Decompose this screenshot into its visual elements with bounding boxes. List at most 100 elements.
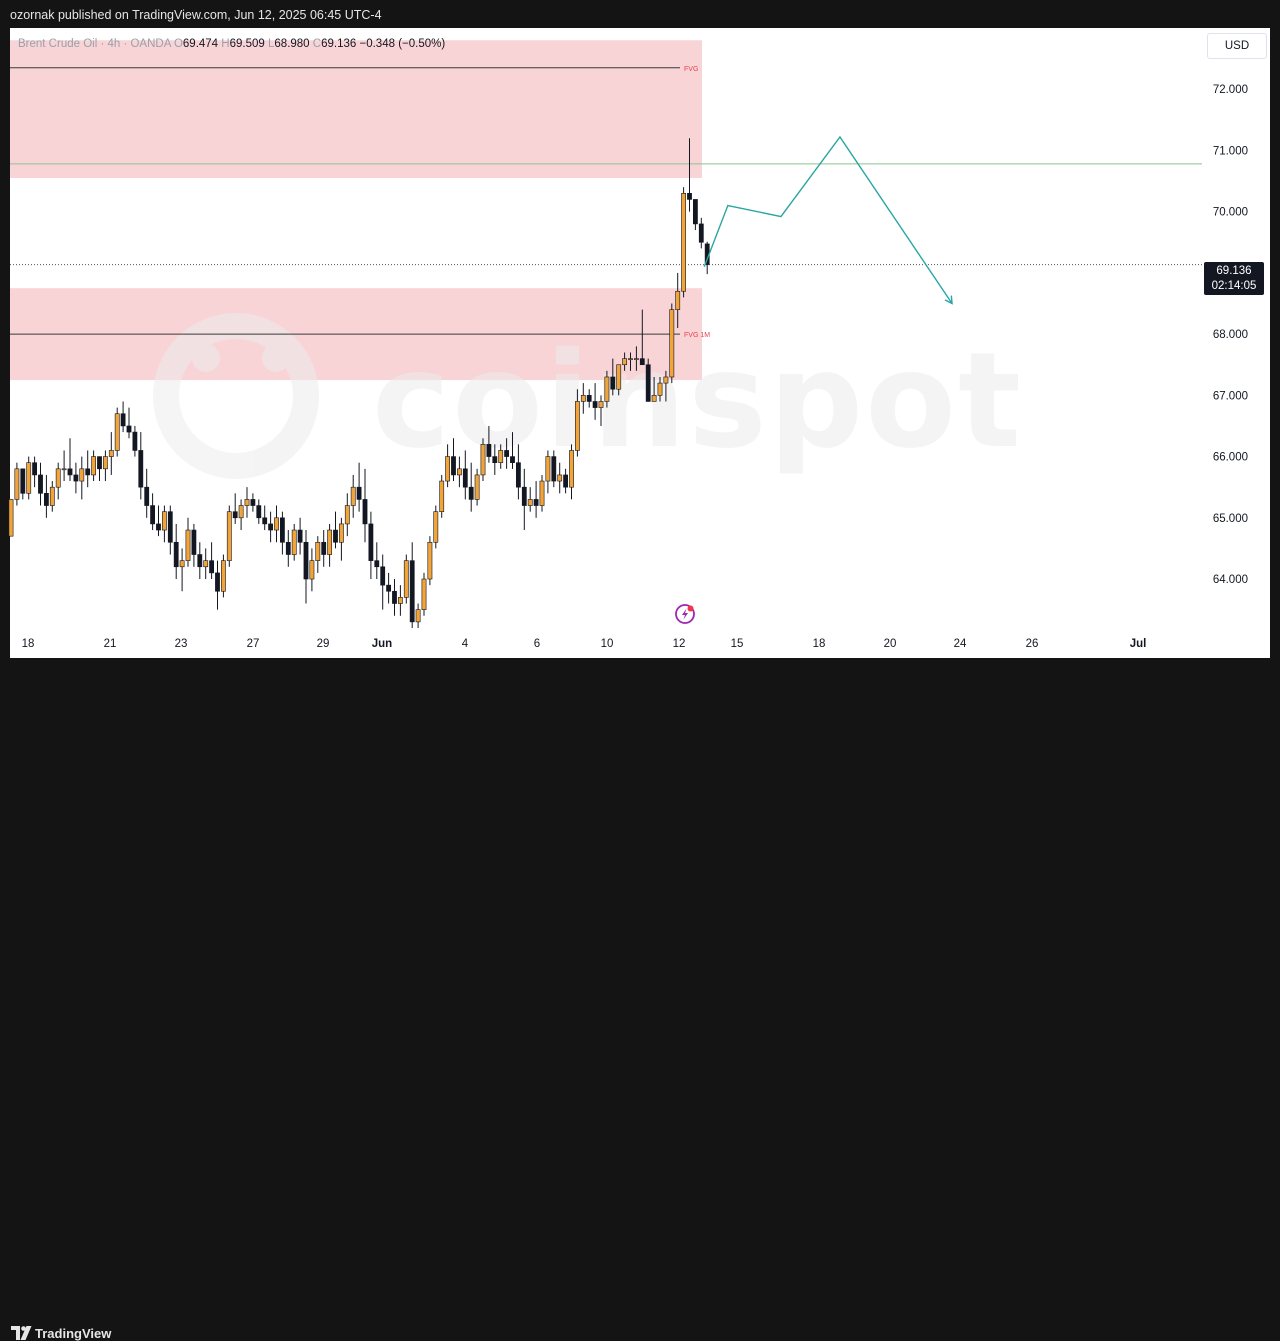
candle[interactable] xyxy=(622,352,627,371)
candle[interactable] xyxy=(268,511,273,543)
candle[interactable] xyxy=(221,554,226,598)
candle[interactable] xyxy=(633,346,639,371)
candle[interactable] xyxy=(138,432,144,500)
candle[interactable] xyxy=(285,530,291,567)
candle[interactable] xyxy=(592,383,598,420)
candle[interactable] xyxy=(191,523,197,567)
candle[interactable] xyxy=(244,487,250,518)
candle[interactable] xyxy=(262,505,268,531)
candle[interactable] xyxy=(645,358,651,402)
candle[interactable] xyxy=(8,499,14,537)
candle[interactable] xyxy=(687,138,692,212)
candle[interactable] xyxy=(162,505,167,543)
candle[interactable] xyxy=(250,493,256,512)
candle[interactable] xyxy=(486,425,492,463)
candle[interactable] xyxy=(427,536,433,586)
candle[interactable] xyxy=(521,468,527,531)
candle[interactable] xyxy=(598,395,604,426)
candle[interactable] xyxy=(126,407,132,439)
candle[interactable] xyxy=(386,572,391,604)
candle[interactable] xyxy=(279,511,285,555)
candle[interactable] xyxy=(545,450,551,494)
candle[interactable] xyxy=(327,523,332,567)
candle[interactable] xyxy=(20,468,26,500)
candle[interactable] xyxy=(215,560,220,610)
candle[interactable] xyxy=(504,438,509,469)
candle[interactable] xyxy=(681,187,686,298)
candle[interactable] xyxy=(114,407,120,457)
candle[interactable] xyxy=(79,456,85,500)
candle[interactable] xyxy=(397,585,403,616)
candle[interactable] xyxy=(232,493,238,524)
candle[interactable] xyxy=(97,456,102,482)
candle[interactable] xyxy=(692,199,698,231)
candle[interactable] xyxy=(456,456,462,488)
candle[interactable] xyxy=(409,542,415,628)
candle[interactable] xyxy=(533,481,539,518)
candle[interactable] xyxy=(303,530,309,604)
candle[interactable] xyxy=(651,376,657,402)
candle[interactable] xyxy=(474,468,480,506)
candle[interactable] xyxy=(226,505,232,567)
candle[interactable] xyxy=(515,444,521,500)
candle[interactable] xyxy=(209,542,214,580)
candle[interactable] xyxy=(14,462,20,506)
candle[interactable] xyxy=(185,517,191,567)
candle[interactable] xyxy=(392,579,397,616)
candle[interactable] xyxy=(26,456,32,500)
candle[interactable] xyxy=(356,462,362,512)
chart-canvas[interactable]: coinspot FVG FVG 1M 64.000 65.000 66.000 67.… xyxy=(0,0,1280,693)
candle[interactable] xyxy=(433,505,439,549)
candle[interactable] xyxy=(315,536,321,573)
candle[interactable] xyxy=(604,370,610,408)
candle[interactable] xyxy=(445,444,450,488)
candle[interactable] xyxy=(462,450,468,500)
candle[interactable] xyxy=(43,474,49,518)
candle[interactable] xyxy=(498,444,504,469)
candle[interactable] xyxy=(657,376,663,402)
candle[interactable] xyxy=(610,358,616,396)
candle[interactable] xyxy=(421,572,427,616)
tradingview-logo-icon[interactable] xyxy=(11,1326,33,1340)
candle[interactable] xyxy=(563,468,568,494)
candle[interactable] xyxy=(55,462,61,500)
candle[interactable] xyxy=(108,432,114,475)
candle[interactable] xyxy=(309,548,315,592)
currency-selector[interactable]: USD xyxy=(1207,33,1267,59)
candle[interactable] xyxy=(480,438,486,482)
candle[interactable] xyxy=(49,481,55,512)
candle[interactable] xyxy=(179,548,185,592)
candle[interactable] xyxy=(297,517,303,555)
candle[interactable] xyxy=(403,554,409,604)
candle[interactable] xyxy=(144,468,150,518)
candle[interactable] xyxy=(238,499,244,531)
candle[interactable] xyxy=(451,438,456,482)
candle[interactable] xyxy=(350,474,356,518)
candle[interactable] xyxy=(103,450,108,482)
candle[interactable] xyxy=(574,389,580,457)
candle[interactable] xyxy=(203,548,209,580)
candle[interactable] xyxy=(439,474,445,518)
candle[interactable] xyxy=(380,554,386,610)
candle[interactable] xyxy=(628,352,633,371)
candle[interactable] xyxy=(374,542,380,580)
candle[interactable] xyxy=(197,542,203,580)
candle[interactable] xyxy=(61,450,67,482)
candle[interactable] xyxy=(67,438,73,482)
candle[interactable] xyxy=(150,493,155,531)
candle[interactable] xyxy=(580,383,586,414)
flash-icon[interactable] xyxy=(674,603,696,625)
candle[interactable] xyxy=(173,523,179,580)
candle[interactable] xyxy=(333,511,338,549)
candle[interactable] xyxy=(492,444,498,475)
candle[interactable] xyxy=(274,505,279,543)
candle[interactable] xyxy=(675,272,681,328)
candle[interactable] xyxy=(569,444,574,500)
candle[interactable] xyxy=(527,487,533,512)
candle[interactable] xyxy=(132,425,138,457)
candle[interactable] xyxy=(38,462,43,506)
candle[interactable] xyxy=(338,517,344,561)
candle[interactable] xyxy=(510,432,515,469)
candle[interactable] xyxy=(321,530,327,567)
candle[interactable] xyxy=(639,309,645,366)
